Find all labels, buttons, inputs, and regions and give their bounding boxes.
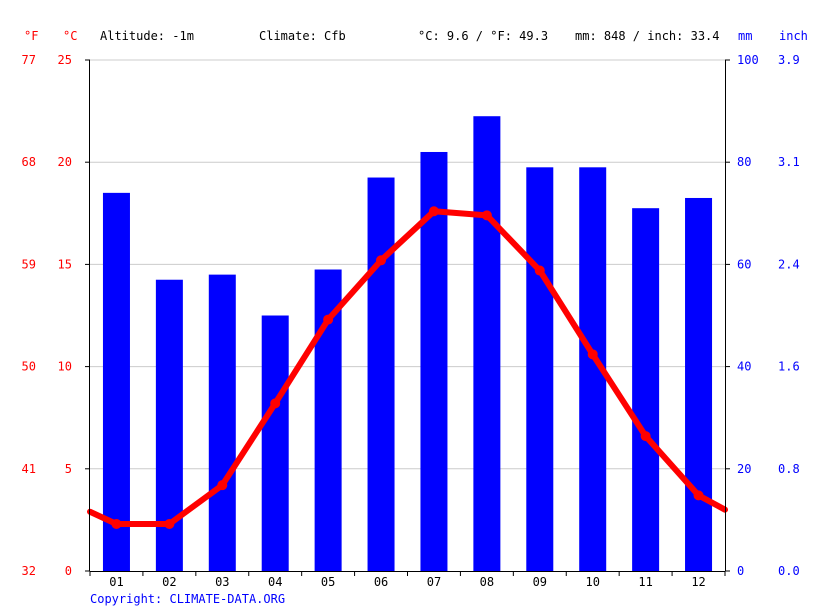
mm-tick-label: 40 (737, 360, 751, 374)
month-tick-label: 04 (268, 575, 282, 589)
celsius-tick-label: 20 (58, 155, 72, 169)
axes (85, 59, 730, 576)
unit-inch-label: inch (779, 29, 808, 43)
temperature-point (428, 206, 439, 217)
inch-tick-label: 0.8 (778, 462, 800, 476)
temperature-point (323, 314, 334, 325)
month-tick-label: 12 (691, 575, 705, 589)
temperature-point (587, 349, 598, 360)
month-tick-label: 03 (215, 575, 229, 589)
month-tick-label: 08 (480, 575, 494, 589)
mm-tick-label: 60 (737, 257, 751, 271)
climate-label: Climate: Cfb (259, 29, 346, 43)
temperature-point (376, 255, 387, 266)
inch-tick-label: 1.6 (778, 360, 800, 374)
altitude-label: Altitude: -1m (100, 29, 194, 43)
mm-tick-label: 0 (737, 564, 744, 578)
precipitation-bar (367, 177, 395, 571)
celsius-tick-label: 15 (58, 257, 72, 271)
unit-fahrenheit-label: °F (24, 29, 38, 43)
mm-tick-label: 20 (737, 462, 751, 476)
temperature-series-line (87, 208, 728, 527)
month-tick-label: 06 (374, 575, 388, 589)
celsius-tick-label: 25 (58, 53, 72, 67)
mm-tick-label: 80 (737, 155, 751, 169)
temperature-point (270, 398, 281, 409)
precipitation-bar (685, 197, 713, 571)
month-tick-label: 01 (109, 575, 123, 589)
inch-tick-labels: 0.0 0.8 1.6 2.4 3.1 3.9 (778, 53, 800, 578)
temperature-line (87, 206, 728, 529)
temperature-point (481, 210, 492, 221)
total-precipitation-label: mm: 848 / inch: 33.4 (575, 29, 720, 43)
month-tick-labels: 01 02 03 04 05 06 07 08 09 10 11 12 (109, 575, 706, 589)
month-tick-label: 07 (427, 575, 441, 589)
fahrenheit-tick-label: 50 (22, 360, 36, 374)
precipitation-bar (526, 167, 554, 571)
month-tick-label: 11 (638, 575, 652, 589)
temperature-point (640, 431, 651, 442)
temperature-point (164, 518, 175, 529)
fahrenheit-tick-label: 77 (22, 53, 36, 67)
temperature-point (693, 490, 704, 501)
fahrenheit-tick-label: 68 (22, 155, 36, 169)
month-tick-label: 02 (162, 575, 176, 589)
fahrenheit-tick-label: 41 (22, 462, 36, 476)
fahrenheit-tick-label: 59 (22, 257, 36, 271)
precipitation-bar (261, 315, 289, 571)
mm-tick-labels: 0 20 40 60 80 100 (737, 53, 759, 578)
celsius-tick-label: 5 (65, 462, 72, 476)
month-tick-label: 10 (585, 575, 599, 589)
precipitation-bar (102, 192, 130, 572)
precipitation-bar (208, 274, 236, 571)
unit-mm-label: mm (738, 29, 752, 43)
precipitation-bar (473, 116, 501, 572)
precipitation-bars (102, 116, 713, 572)
inch-tick-label: 0.0 (778, 564, 800, 578)
copyright-label: Copyright: CLIMATE-DATA.ORG (90, 592, 285, 606)
celsius-tick-labels: 0 5 10 15 20 25 (58, 53, 72, 578)
precipitation-bar (632, 208, 660, 571)
month-tick-label: 09 (533, 575, 547, 589)
fahrenheit-tick-labels: 32 41 50 59 68 77 (22, 53, 36, 578)
mm-tick-label: 100 (737, 53, 759, 67)
fahrenheit-tick-label: 32 (22, 564, 36, 578)
temperature-point (111, 518, 122, 529)
unit-celsius-label: °C (63, 29, 77, 43)
inch-tick-label: 3.9 (778, 53, 800, 67)
celsius-tick-label: 0 (65, 564, 72, 578)
average-temperature-label: °C: 9.6 / °F: 49.3 (418, 29, 548, 43)
temperature-point (217, 480, 228, 491)
inch-tick-label: 3.1 (778, 155, 800, 169)
temperature-point (534, 265, 545, 276)
inch-tick-label: 2.4 (778, 257, 800, 271)
gridlines (90, 59, 725, 470)
celsius-tick-label: 10 (58, 360, 72, 374)
month-tick-label: 05 (321, 575, 335, 589)
